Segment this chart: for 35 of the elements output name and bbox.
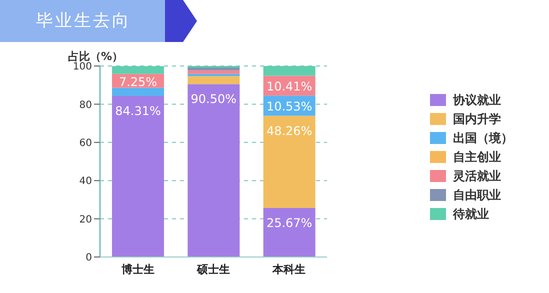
legend-label: 协议就业 bbox=[453, 92, 501, 108]
y-tick-label: 100 bbox=[72, 62, 92, 73]
y-tick-label: 60 bbox=[79, 138, 92, 149]
legend-label: 国内升学 bbox=[453, 110, 501, 128]
legend-label: 自由职业 bbox=[453, 186, 501, 204]
data-label: 10.53% bbox=[266, 100, 312, 114]
bar bbox=[188, 84, 240, 257]
bar bbox=[112, 88, 164, 96]
y-tick-label: 20 bbox=[79, 214, 92, 226]
y-tick-label: 40 bbox=[79, 176, 92, 188]
legend-label: 出国（境） bbox=[453, 130, 513, 146]
data-label: 7.25% bbox=[118, 74, 158, 89]
bar bbox=[112, 96, 164, 257]
y-tick-label: 80 bbox=[79, 100, 92, 111]
x-tick-label: 硕士生 bbox=[196, 262, 230, 276]
data-label: 90.50% bbox=[190, 92, 237, 106]
bar bbox=[263, 208, 316, 257]
legend-label: 自主创业 bbox=[453, 148, 501, 166]
bar bbox=[112, 66, 164, 74]
y-tick-label: 0 bbox=[86, 252, 92, 264]
bar bbox=[188, 76, 240, 84]
bar bbox=[263, 116, 316, 208]
y-axis-title: 占比（%） bbox=[68, 49, 124, 63]
legend-label: 待就业 bbox=[453, 206, 489, 222]
data-label: 48.26% bbox=[266, 124, 312, 138]
bar bbox=[263, 66, 316, 76]
data-label: 10.41% bbox=[266, 80, 312, 94]
x-tick-label: 本科生 bbox=[272, 262, 306, 276]
bar bbox=[188, 70, 240, 74]
bar bbox=[188, 68, 240, 70]
legend-label: 灵活就业 bbox=[453, 168, 501, 184]
chart-title: 毕业生去向 bbox=[0, 0, 165, 42]
x-tick-label: 博士生 bbox=[120, 262, 154, 276]
data-label: 25.67% bbox=[266, 216, 312, 230]
data-label: 84.31% bbox=[115, 104, 161, 118]
